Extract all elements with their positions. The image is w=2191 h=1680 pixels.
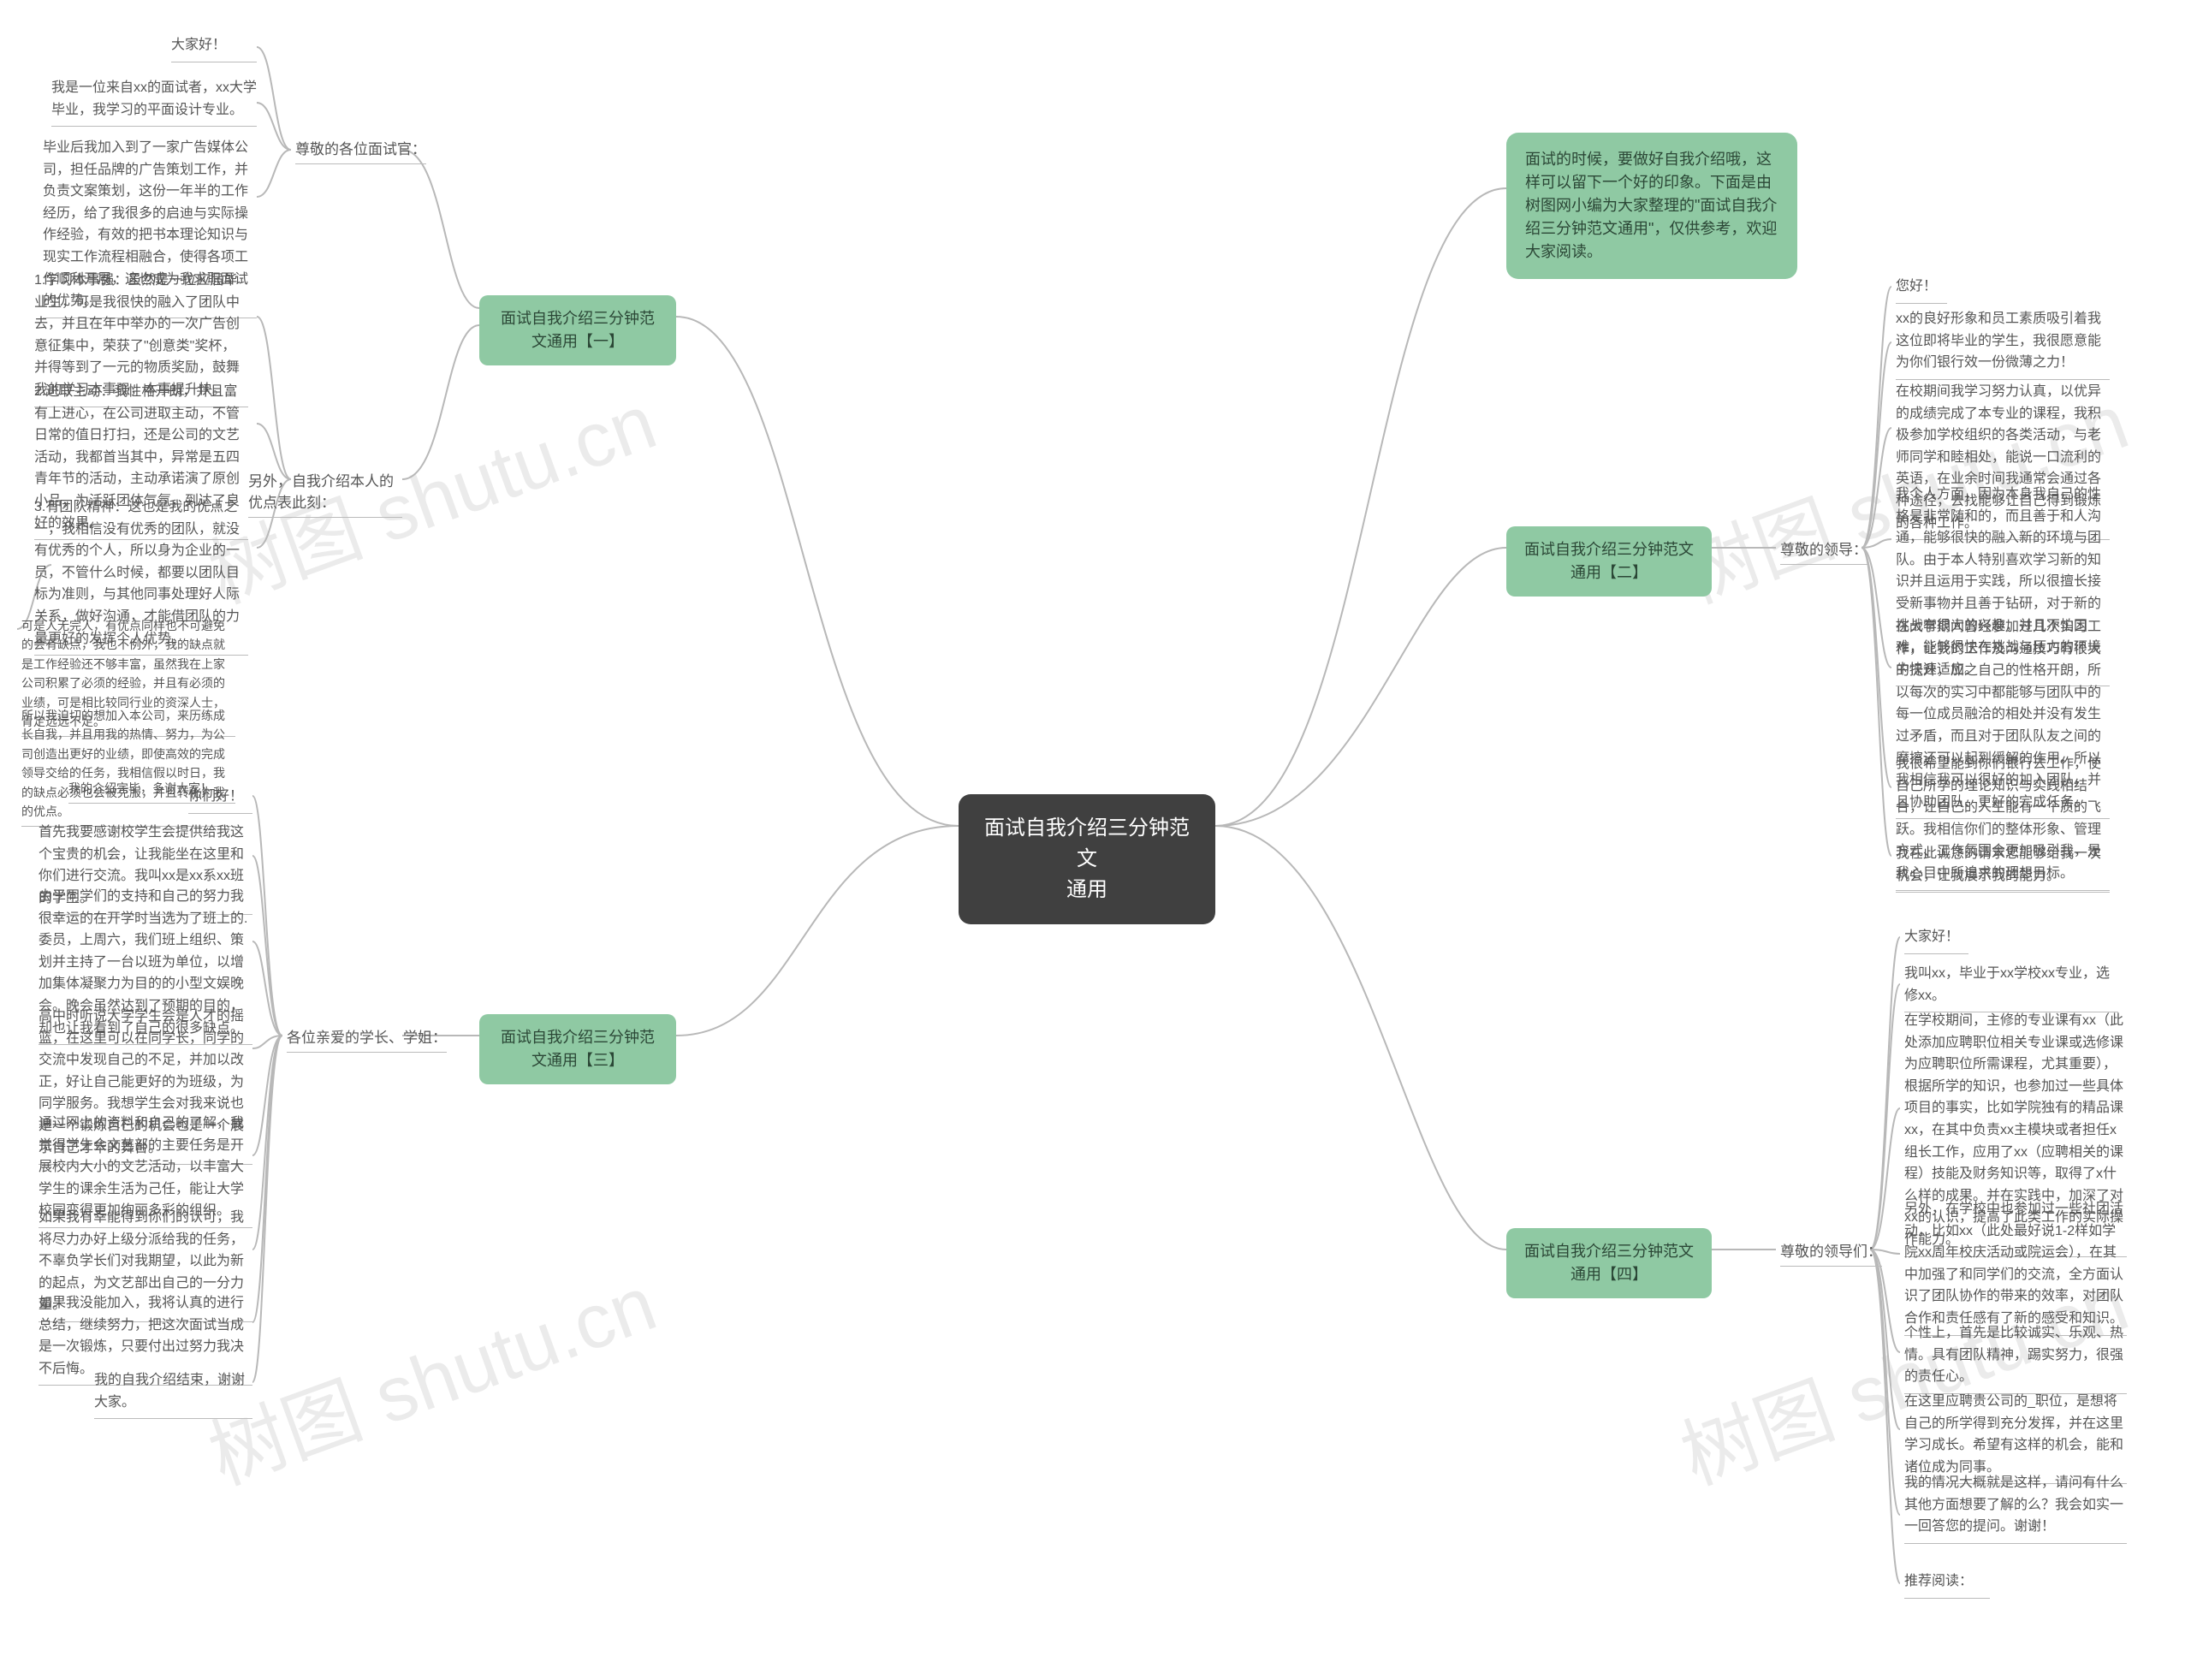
intro-node: 面试的时候，要做好自我介绍哦，这样可以留下一个好的印象。下面是由树图网小编为大家…: [1506, 133, 1797, 279]
b4-leaf-6: 我的情况大概就是这样，请问有什么其他方面想要了解的么？我会如实一一回答您的提问。…: [1904, 1472, 2127, 1544]
branch-4-node: 面试自我介绍三分钟范文通用【四】: [1506, 1228, 1712, 1298]
branch-1-mid-2: 另外，自我介绍本人的优点表此刻：: [248, 469, 402, 518]
b4-leaf-1: 我叫xx，毕业于xx学校xx专业，选修xx。: [1904, 963, 2118, 1012]
center-node: 面试自我介绍三分钟范文通用: [959, 794, 1215, 924]
branch-3-node: 面试自我介绍三分钟范文通用【三】: [479, 1014, 676, 1084]
branch-4-mid: 尊敬的领导们：: [1780, 1239, 1882, 1267]
b4-leaf-3: 另外，在学校中也参加过一些社团活动，比如xx（此处最好说1-2样如学院xx周年校…: [1904, 1198, 2127, 1336]
b3-leaf-7: 我的自我介绍结束，谢谢大家。: [94, 1369, 252, 1419]
branch-2-mid: 尊敬的领导：: [1780, 537, 1867, 565]
b3-leaf-0: 你们好！: [188, 786, 252, 814]
branch-1-mid-1: 尊敬的各位面试官：: [295, 137, 426, 164]
b4-leaf-4: 个性上，首先是比较诚实、乐观、热情。具有团队精神，踢实努力，很强的责任心。: [1904, 1322, 2127, 1394]
b4-leaf-0: 大家好！: [1904, 926, 1968, 954]
branch-3-mid: 各位亲爱的学长、学姐：: [287, 1025, 447, 1053]
b4-leaf-7: 推荐阅读：: [1904, 1570, 1990, 1599]
b2-leaf-0: 您好！: [1896, 276, 1947, 304]
branch-1-node: 面试自我介绍三分钟范文通用【一】: [479, 295, 676, 365]
b1-m1-leaf-1: 我是一位来自xx的面试者，xx大学毕业，我学习的平面设计专业。: [51, 77, 257, 127]
b2-leaf-1: xx的良好形象和员工素质吸引着我这位即将毕业的学生，我很愿意能为你们银行效一份微…: [1896, 308, 2110, 380]
b2-leaf-6: 我在此诚恳的请求您能够给我一次机会，让我展示我的能力。: [1896, 843, 2110, 893]
branch-2-node: 面试自我介绍三分钟范文通用【二】: [1506, 526, 1712, 597]
watermark: 树图 shutu.cn: [192, 1242, 668, 1506]
b4-leaf-5: 在这里应聘贵公司的_职位，是想将自己的所学得到充分发挥，并在这里学习成长。希望有…: [1904, 1391, 2127, 1484]
b1-m1-leaf-0: 大家好！: [171, 34, 257, 62]
